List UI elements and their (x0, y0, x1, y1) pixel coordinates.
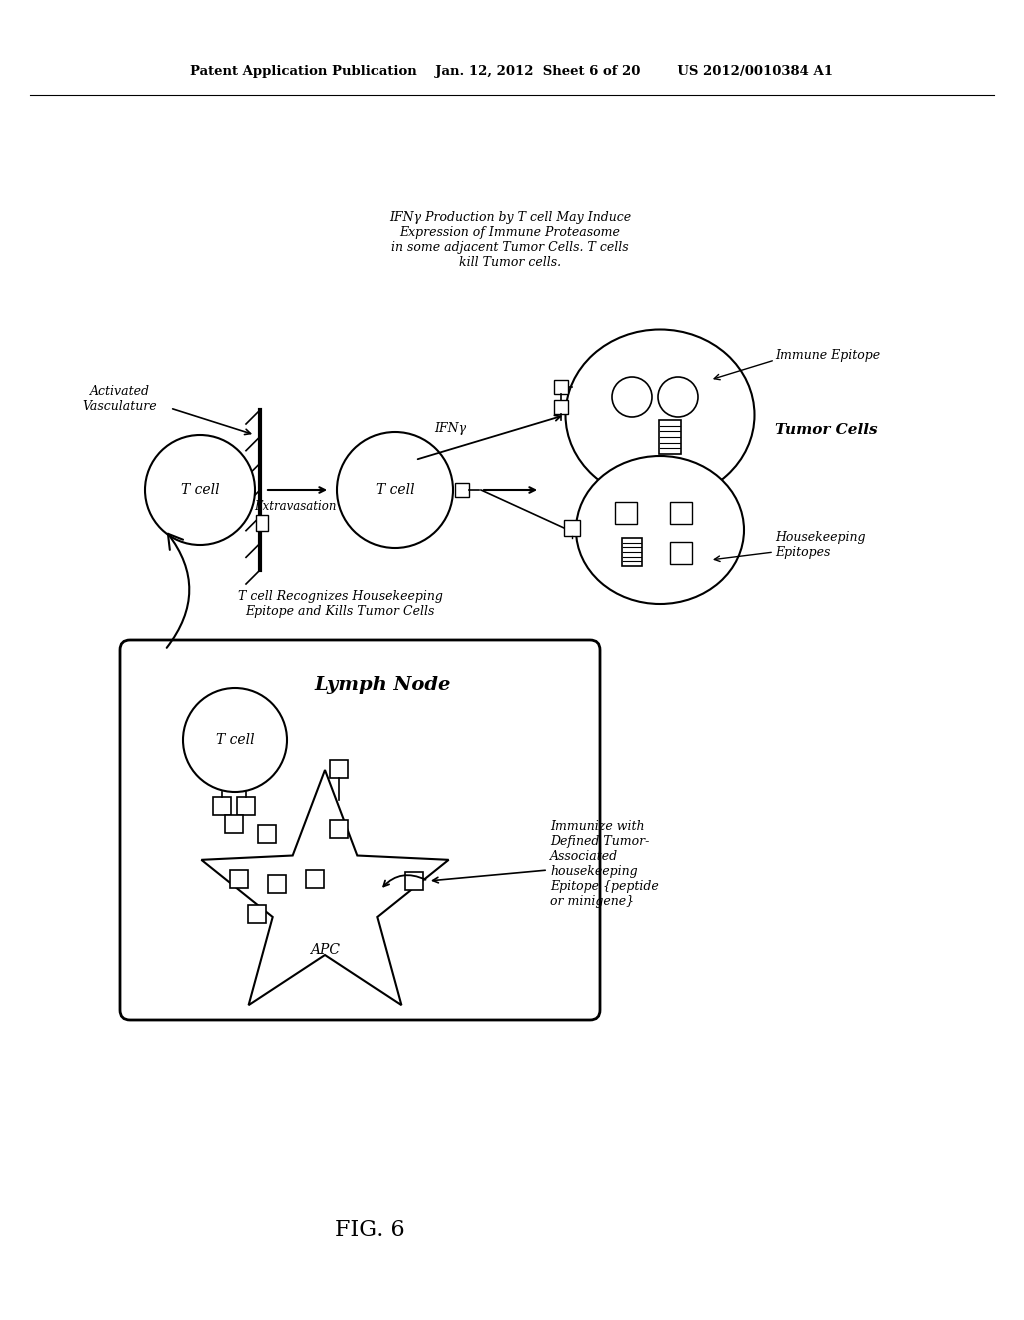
Circle shape (145, 436, 255, 545)
Bar (406, 873, 423, 890)
Bar (237, 797, 255, 814)
Text: Lymph Node: Lymph Node (314, 676, 452, 694)
Text: Immunize with
Defined Tumor-
Associated
housekeeping
Epitope {peptide
or minigen: Immunize with Defined Tumor- Associated … (550, 820, 658, 908)
Bar (330, 760, 348, 777)
Polygon shape (202, 770, 449, 1005)
FancyArrowPatch shape (167, 533, 189, 648)
Bar (622, 539, 642, 566)
Bar (554, 380, 568, 393)
Circle shape (658, 378, 698, 417)
Bar (659, 420, 681, 454)
Bar (213, 797, 231, 814)
Bar (248, 906, 266, 923)
Text: T cell: T cell (180, 483, 219, 498)
Bar (230, 870, 248, 888)
FancyBboxPatch shape (120, 640, 600, 1020)
Bar (455, 483, 469, 498)
Bar (225, 814, 243, 833)
Text: Tumor Cells: Tumor Cells (775, 422, 878, 437)
Text: T cell Recognizes Housekeeping
Epitope and Kills Tumor Cells: T cell Recognizes Housekeeping Epitope a… (238, 590, 442, 618)
Bar (615, 502, 637, 524)
Circle shape (337, 432, 453, 548)
Text: APC: APC (310, 942, 340, 957)
Bar (268, 875, 286, 894)
Text: IFNγ: IFNγ (434, 422, 466, 436)
Bar (670, 502, 692, 524)
Bar (330, 820, 348, 838)
Text: IFNγ Production by T cell May Induce
Expression of Immune Proteasome
in some adj: IFNγ Production by T cell May Induce Exp… (389, 211, 631, 269)
Text: T cell: T cell (376, 483, 415, 498)
Circle shape (183, 688, 287, 792)
Bar (670, 543, 692, 564)
Bar (256, 515, 268, 531)
Text: FIG. 6: FIG. 6 (335, 1218, 404, 1241)
Text: T cell: T cell (216, 733, 254, 747)
Ellipse shape (575, 455, 744, 605)
Text: Extravasation: Extravasation (254, 500, 336, 513)
Text: Immune Epitope: Immune Epitope (775, 348, 880, 362)
Circle shape (612, 378, 652, 417)
Ellipse shape (565, 330, 755, 500)
Bar (554, 400, 568, 414)
Bar (564, 520, 580, 536)
Text: Housekeeping
Epitopes: Housekeeping Epitopes (775, 531, 865, 558)
Text: Activated
Vasculature: Activated Vasculature (83, 385, 158, 413)
Text: Patent Application Publication    Jan. 12, 2012  Sheet 6 of 20        US 2012/00: Patent Application Publication Jan. 12, … (190, 66, 834, 78)
Bar (306, 870, 324, 888)
Bar (258, 825, 276, 843)
